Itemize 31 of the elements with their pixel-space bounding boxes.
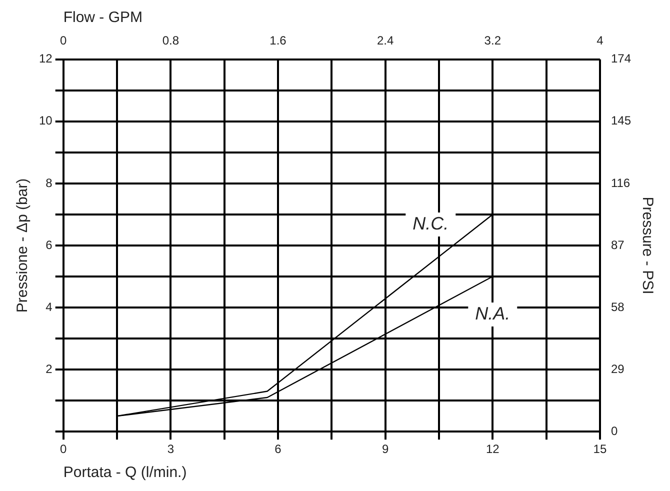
y2-tick-label: 87 <box>610 238 625 252</box>
x-tick-label: 3 <box>167 442 174 456</box>
x2-tick-label: 0 <box>60 34 68 48</box>
series-label: N.A. <box>475 304 510 324</box>
x-axis-title: Portata - Q (l/min.) <box>63 464 187 482</box>
y2-tick-label: 58 <box>610 300 625 314</box>
x-tick-label: 6 <box>274 442 282 456</box>
x2-tick-label: 2.4 <box>376 34 394 48</box>
x-tick-label: 9 <box>382 442 389 456</box>
x-tick-label: 0 <box>60 442 68 456</box>
x2-tick-label: 0.8 <box>162 34 180 48</box>
y2-tick-label: 116 <box>610 176 630 190</box>
x2-tick-label: 4 <box>596 34 604 48</box>
y-tick-label: 4 <box>46 300 53 314</box>
y2-axis-title: Pressure - PSI <box>638 196 656 294</box>
y-tick-label: 8 <box>46 176 53 190</box>
x-tick-label: 12 <box>486 442 500 456</box>
y-tick-label: 12 <box>38 52 53 66</box>
series-label: N.C. <box>412 213 449 234</box>
y-tick-label: 10 <box>38 114 53 128</box>
x-tick-label: 15 <box>593 442 607 456</box>
y2-tick-label: 145 <box>610 114 632 128</box>
y2-tick-label: 174 <box>610 52 632 66</box>
y2-tick-label: 0 <box>610 424 618 438</box>
y-axis-title: Pressione - Δp (bar) <box>14 178 32 313</box>
x2-axis-title: Flow - GPM <box>63 9 143 26</box>
y2-tick-label: 29 <box>610 362 625 376</box>
y-tick-label: 2 <box>46 362 53 376</box>
x2-tick-label: 1.6 <box>270 34 287 48</box>
x2-tick-label: 3.2 <box>484 34 502 48</box>
y-tick-label: 6 <box>46 238 53 252</box>
